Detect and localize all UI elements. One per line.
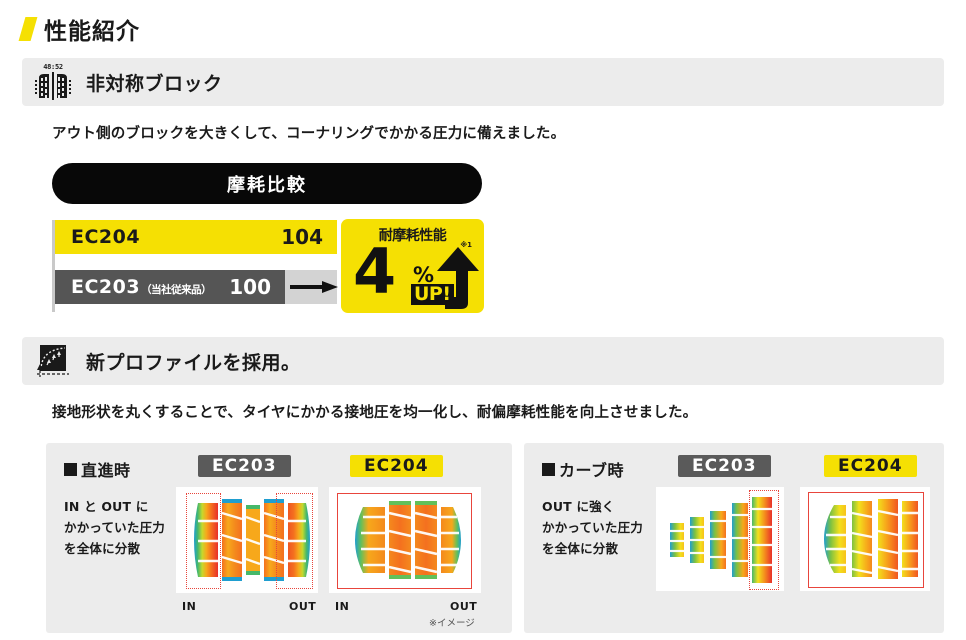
tread-ratio-label: 48:52 bbox=[43, 63, 63, 71]
bar-label-ec204: EC204 bbox=[71, 226, 141, 248]
square-bullet-icon bbox=[64, 462, 77, 476]
panel-desc-line: かかっていた圧力 bbox=[542, 520, 643, 535]
caption-in-ec204: IN bbox=[335, 600, 350, 613]
highlight-box-out bbox=[276, 493, 313, 589]
section-header-label: 非対称ブロック bbox=[86, 72, 223, 95]
square-bullet-icon bbox=[542, 462, 555, 476]
panel-description: OUT に強く かかっていた圧力 を全体に分散 bbox=[542, 496, 643, 559]
highlight-box-out bbox=[749, 490, 779, 590]
section1-paragraph: アウト側のブロックを大きくして、コーナリングでかかる圧力に備えました。 bbox=[52, 126, 566, 142]
panel-title-text: カーブ時 bbox=[559, 461, 625, 480]
badge-top-label: 耐摩耗性能 bbox=[378, 228, 447, 244]
growth-arrow-icon bbox=[290, 281, 338, 293]
caption-out-ec203: OUT bbox=[289, 600, 317, 613]
bar-label-ec203: EC203 bbox=[71, 276, 141, 298]
durability-badge: 耐摩耗性能 ※1 4 % UP! bbox=[341, 219, 484, 313]
bar-ec204: EC204 104 bbox=[55, 220, 337, 254]
panel-title: カーブ時 bbox=[542, 457, 624, 481]
panel-title-text: 直進時 bbox=[81, 461, 131, 480]
badge-number: 4 bbox=[353, 235, 397, 308]
wear-comparison-pill: 摩耗比較 bbox=[52, 163, 482, 204]
tag-ec203: EC203 bbox=[198, 455, 291, 477]
chart-baseline bbox=[52, 220, 55, 312]
panel-desc-line: を全体に分散 bbox=[64, 541, 141, 556]
asymmetric-tread-icon: 48:52 bbox=[32, 63, 74, 101]
section-header-asymmetric-block: 48:52 bbox=[22, 58, 944, 106]
bar-value-ec204: 104 bbox=[281, 225, 323, 249]
panel-title: 直進時 bbox=[64, 457, 131, 481]
pressure-map-ec204-cornering bbox=[800, 487, 930, 591]
page-title: 性能紹介 bbox=[18, 12, 140, 46]
tire-profile-icon bbox=[32, 342, 74, 380]
page-title-text: 性能紹介 bbox=[44, 19, 140, 45]
pressure-map-ec204-straight bbox=[329, 487, 481, 593]
bar-value-ec203: 100 bbox=[229, 275, 271, 299]
badge-percent: % bbox=[413, 263, 435, 287]
caption-in-ec203: IN bbox=[182, 600, 197, 613]
pressure-map-ec203-straight bbox=[176, 487, 318, 593]
badge-footnote: ※1 bbox=[460, 241, 472, 249]
panel-desc-line: IN と OUT に bbox=[64, 499, 149, 514]
badge-up-label: UP! bbox=[411, 284, 454, 305]
wear-comparison-chart: EC204 104 EC203 （当社従来品） 100 bbox=[52, 220, 342, 312]
image-note: ※イメージ bbox=[429, 618, 475, 629]
section2-paragraph: 接地形状を丸くすることで、タイヤにかかる接地圧を均一化し、耐偏摩耗性能を向上させ… bbox=[52, 405, 698, 421]
bar-ec203: EC203 （当社従来品） 100 bbox=[55, 270, 285, 304]
panel-straight-running: 直進時 IN と OUT に かかっていた圧力 を全体に分散 EC203 EC2… bbox=[46, 443, 512, 633]
tag-ec204: EC204 bbox=[350, 455, 443, 477]
panel-description: IN と OUT に かかっていた圧力 を全体に分散 bbox=[64, 496, 165, 559]
tag-ec204: EC204 bbox=[824, 455, 917, 477]
highlight-box-full bbox=[337, 493, 472, 589]
panel-desc-line: OUT に強く bbox=[542, 499, 615, 514]
badge-up-arrow-icon bbox=[437, 247, 479, 309]
highlight-box-in bbox=[186, 493, 221, 589]
title-slash-icon bbox=[18, 17, 38, 41]
highlight-box-full bbox=[808, 492, 924, 588]
panel-cornering: カーブ時 OUT に強く かかっていた圧力 を全体に分散 EC203 EC204 bbox=[524, 443, 944, 633]
wear-comparison-pill-label: 摩耗比較 bbox=[227, 174, 307, 196]
caption-out-ec204: OUT bbox=[450, 600, 478, 613]
pressure-map-ec203-cornering bbox=[656, 487, 784, 591]
tag-ec203: EC203 bbox=[678, 455, 771, 477]
bar-note-ec203: （当社従来品） bbox=[141, 283, 212, 296]
panel-desc-line: を全体に分散 bbox=[542, 541, 619, 556]
section-header-new-profile: 新プロファイルを採用。 bbox=[22, 337, 944, 385]
panel-desc-line: かかっていた圧力 bbox=[64, 520, 165, 535]
section-header-label: 新プロファイルを採用。 bbox=[86, 351, 301, 374]
